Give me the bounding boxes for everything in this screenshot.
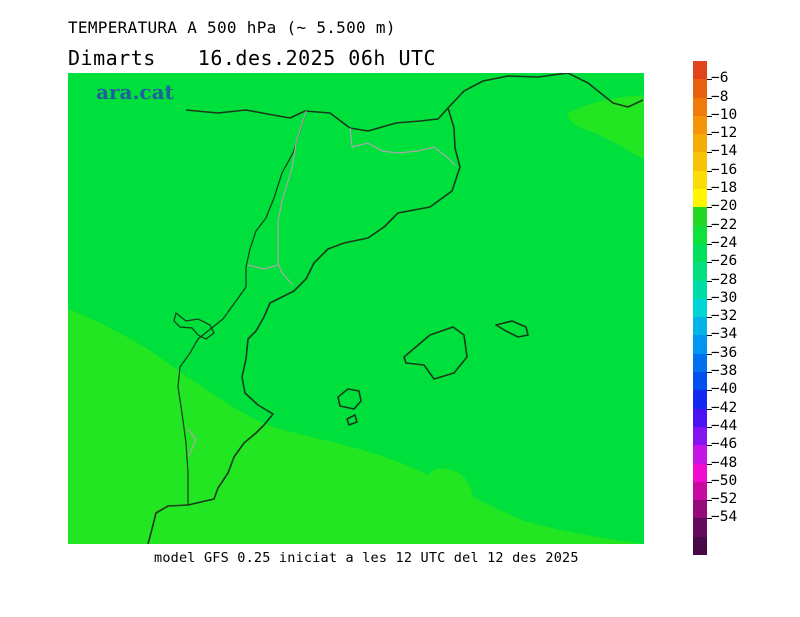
colorbar-tick-label: −42 <box>711 399 738 416</box>
colorbar-swatch <box>693 262 707 281</box>
colorbar-tick-label: −26 <box>711 253 738 270</box>
colorbar-swatch <box>693 518 707 537</box>
temperature-field-20-22-northeast <box>568 95 644 159</box>
colorbar-swatch <box>693 225 707 244</box>
colorbar-swatch <box>693 408 707 427</box>
colorbar-swatch <box>693 536 707 556</box>
colorbar-tick-label: −22 <box>711 216 738 233</box>
temperature-field-20-22-southwest <box>68 309 644 544</box>
colorbar-tick-label: −46 <box>711 436 738 453</box>
colorbar-swatch <box>693 115 707 135</box>
colorbar-swatch <box>693 170 707 190</box>
region-borders <box>187 110 456 458</box>
colorbar-tick-label: −6 <box>711 70 729 87</box>
colorbar-tick-label: −18 <box>711 180 738 197</box>
map-subtitle: Dimarts 16.des.2025 06h UTC <box>68 46 436 70</box>
colorbar-swatch <box>693 134 707 153</box>
colorbar-tick-label: −54 <box>711 509 738 526</box>
colorbar-swatch <box>693 207 707 226</box>
colorbar-swatch <box>693 426 707 446</box>
political-borders <box>173 110 307 505</box>
colorbar-swatch <box>693 335 707 354</box>
ara-cat-logo: ara.cat <box>96 80 174 104</box>
map-canvas <box>68 73 644 544</box>
colorbar-tick-label: −40 <box>711 381 738 398</box>
colorbar-tick-label: −10 <box>711 106 738 123</box>
map-title: TEMPERATURA A 500 hPa (~ 5.500 m) <box>68 18 396 37</box>
colorbar-swatch <box>693 152 707 171</box>
colorbar-swatch <box>693 317 707 336</box>
colorbar-tick-label: −36 <box>711 344 738 361</box>
forecast-date: 16.des.2025 06h UTC <box>197 46 437 70</box>
colorbar-swatch <box>693 500 707 519</box>
temperature-colorbar <box>693 61 707 556</box>
temperature-field-20-22-south <box>427 468 474 525</box>
colorbar-tick-label: −48 <box>711 454 738 471</box>
colorbar-tick-label: −12 <box>711 125 738 142</box>
colorbar-tick-label: −14 <box>711 143 738 160</box>
colorbar-tick-label: −24 <box>711 234 738 251</box>
colorbar-swatch <box>693 445 707 464</box>
colorbar-swatch <box>693 463 707 482</box>
colorbar-tick-label: −30 <box>711 289 738 306</box>
colorbar-swatch <box>693 243 707 263</box>
forecast-day: Dimarts <box>68 46 156 70</box>
colorbar-swatch <box>693 79 707 98</box>
colorbar-tick-label: −8 <box>711 88 729 105</box>
colorbar-swatch <box>693 61 707 80</box>
colorbar-swatch <box>693 481 707 501</box>
colorbar-swatch <box>693 298 707 318</box>
colorbar-swatch <box>693 189 707 208</box>
colorbar-swatch <box>693 390 707 409</box>
colorbar-swatch <box>693 353 707 373</box>
colorbar-tick-label: −34 <box>711 326 738 343</box>
temperature-map <box>68 73 644 544</box>
colorbar-swatch <box>693 372 707 391</box>
colorbar-tick-label: −16 <box>711 161 738 178</box>
colorbar-tick-label: −32 <box>711 308 738 325</box>
colorbar-tick-label: −20 <box>711 198 738 215</box>
colorbar-swatch <box>693 97 707 116</box>
colorbar-tick-label: −52 <box>711 491 738 508</box>
colorbar-tick-label: −44 <box>711 417 738 434</box>
model-run-caption: model GFS 0.25 iniciat a les 12 UTC del … <box>154 550 579 566</box>
colorbar-tick-label: −28 <box>711 271 738 288</box>
colorbar-swatch <box>693 280 707 299</box>
coastline <box>147 73 644 544</box>
colorbar-tick-label: −50 <box>711 472 738 489</box>
colorbar-tick-label: −38 <box>711 363 738 380</box>
